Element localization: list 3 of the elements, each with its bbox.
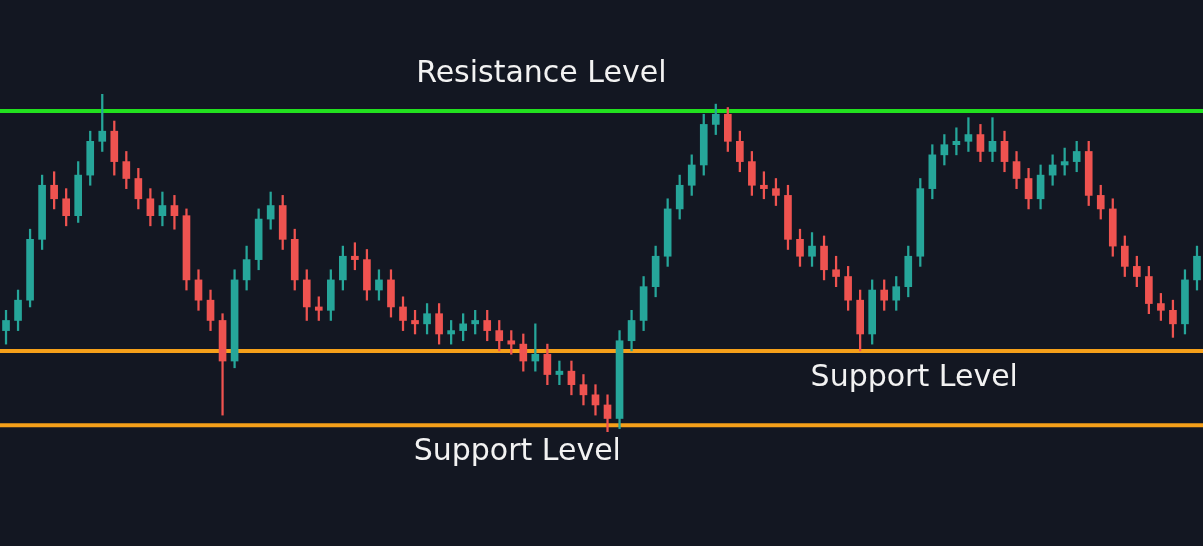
ref-line-label: Support Level: [413, 432, 621, 468]
ref-line-label: Support Level: [810, 357, 1018, 393]
ref-line-label: Resistance Level: [416, 53, 667, 89]
